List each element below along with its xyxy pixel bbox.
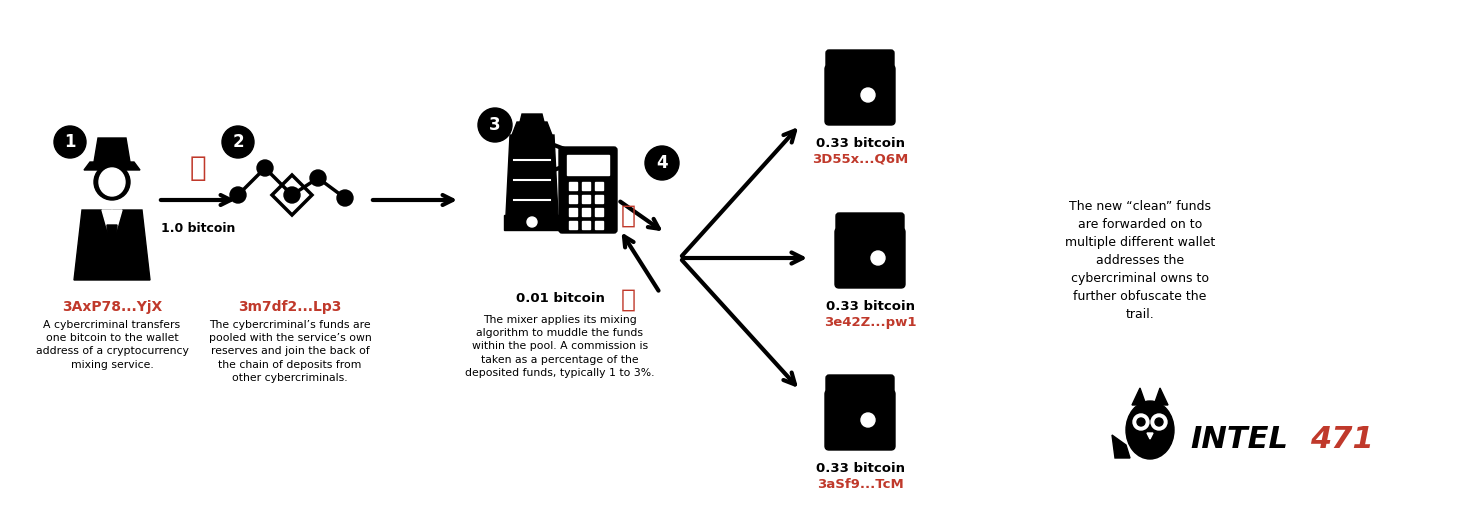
FancyBboxPatch shape (559, 147, 617, 233)
Circle shape (527, 217, 537, 227)
FancyBboxPatch shape (825, 65, 894, 125)
Circle shape (645, 146, 679, 180)
Text: 2: 2 (232, 133, 244, 151)
Polygon shape (512, 122, 552, 135)
Text: The mixer applies its mixing
algorithm to muddle the funds
within the pool. A co: The mixer applies its mixing algorithm t… (465, 315, 655, 378)
Text: INTEL: INTEL (1190, 426, 1289, 455)
Circle shape (55, 126, 86, 158)
Bar (582, 195, 590, 203)
Bar (570, 182, 577, 190)
Text: 3e42Z...pw1: 3e42Z...pw1 (824, 316, 917, 329)
Circle shape (1137, 418, 1145, 426)
Text: 0.33 bitcoin: 0.33 bitcoin (816, 462, 905, 475)
Bar (582, 221, 590, 229)
Text: 0.33 bitcoin: 0.33 bitcoin (825, 300, 915, 313)
Text: ₿: ₿ (620, 204, 636, 228)
Polygon shape (94, 138, 130, 162)
Bar (570, 221, 577, 229)
Bar (595, 182, 604, 190)
Bar (595, 221, 604, 229)
Polygon shape (506, 135, 558, 215)
FancyBboxPatch shape (825, 390, 894, 450)
Ellipse shape (99, 168, 125, 196)
Polygon shape (503, 215, 559, 230)
Circle shape (478, 108, 512, 142)
Text: 1.0 bitcoin: 1.0 bitcoin (161, 222, 235, 235)
Polygon shape (74, 210, 151, 280)
Ellipse shape (1126, 401, 1173, 459)
Polygon shape (102, 210, 112, 245)
Polygon shape (1147, 433, 1153, 439)
Circle shape (221, 126, 254, 158)
Polygon shape (1154, 388, 1168, 405)
FancyBboxPatch shape (567, 155, 610, 175)
Circle shape (861, 413, 875, 427)
Text: 3m7df2...Lp3: 3m7df2...Lp3 (238, 300, 341, 314)
Polygon shape (112, 210, 123, 245)
Circle shape (871, 251, 886, 265)
FancyBboxPatch shape (835, 213, 903, 235)
FancyBboxPatch shape (827, 375, 894, 397)
Circle shape (861, 88, 875, 102)
Text: 4: 4 (657, 154, 667, 172)
Polygon shape (520, 114, 545, 122)
Text: 1: 1 (65, 133, 75, 151)
Text: 3: 3 (489, 116, 500, 134)
Bar (595, 195, 604, 203)
Text: A cybercriminal transfers
one bitcoin to the wallet
address of a cryptocurrency
: A cybercriminal transfers one bitcoin to… (35, 320, 189, 369)
Text: 3AxP78...YjX: 3AxP78...YjX (62, 300, 162, 314)
Circle shape (94, 164, 130, 200)
Text: The cybercriminal’s funds are
pooled with the service’s own
reserves and join th: The cybercriminal’s funds are pooled wit… (208, 320, 372, 383)
Text: 3aSf9...TcM: 3aSf9...TcM (816, 478, 903, 491)
Circle shape (283, 187, 300, 203)
Circle shape (257, 160, 273, 176)
Polygon shape (106, 225, 117, 265)
Circle shape (310, 170, 326, 186)
Text: ₿: ₿ (190, 154, 207, 182)
Polygon shape (1111, 435, 1131, 458)
Circle shape (1156, 418, 1163, 426)
Bar (570, 195, 577, 203)
Circle shape (337, 190, 353, 206)
Circle shape (1134, 414, 1148, 430)
Polygon shape (84, 162, 140, 170)
Text: 0.33 bitcoin: 0.33 bitcoin (816, 137, 905, 150)
Text: The new “clean” funds
are forwarded on to
multiple different wallet
addresses th: The new “clean” funds are forwarded on t… (1064, 200, 1215, 321)
Polygon shape (1145, 432, 1154, 440)
Text: 3D55x...Q6M: 3D55x...Q6M (812, 153, 908, 166)
Bar (595, 208, 604, 216)
Text: 471: 471 (1311, 426, 1374, 455)
Text: ₿: ₿ (620, 288, 636, 312)
FancyBboxPatch shape (835, 228, 905, 288)
Bar (582, 208, 590, 216)
Bar (570, 208, 577, 216)
Circle shape (1151, 414, 1168, 430)
Circle shape (230, 187, 246, 203)
Bar (582, 182, 590, 190)
Text: 0.01 bitcoin: 0.01 bitcoin (515, 292, 605, 305)
Polygon shape (1132, 388, 1145, 405)
FancyBboxPatch shape (827, 50, 894, 72)
